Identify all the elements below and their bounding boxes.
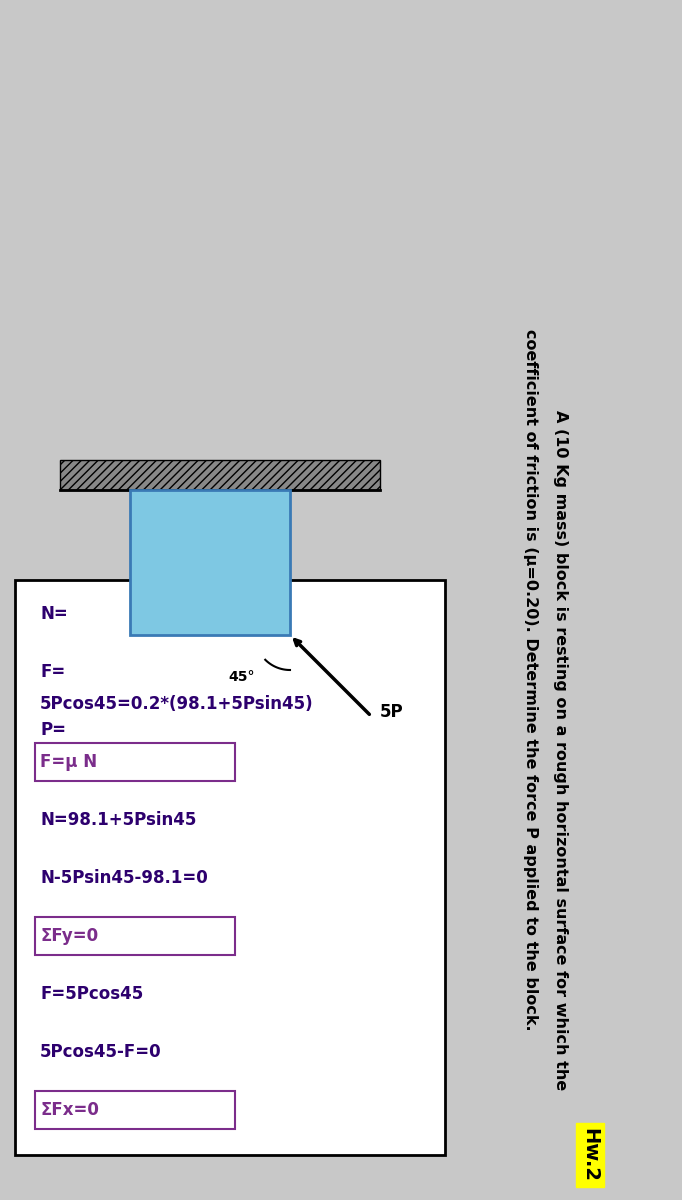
Text: coefficient of friction is (μ=0.20). Determine the force P applied to the block.: coefficient of friction is (μ=0.20). Det… — [522, 329, 537, 1031]
Text: P=: P= — [40, 721, 66, 739]
Bar — [35, 917, 235, 955]
Text: ΣFx=0: ΣFx=0 — [40, 1102, 99, 1118]
Text: N=: N= — [40, 605, 68, 623]
Text: Hw.2: Hw.2 — [580, 1128, 599, 1182]
Bar — [35, 1091, 235, 1129]
Text: 5Pcos45-F=0: 5Pcos45-F=0 — [40, 1043, 162, 1061]
Text: ΣFy=0: ΣFy=0 — [40, 926, 98, 946]
Text: F=μ N: F=μ N — [40, 754, 97, 770]
Bar — [130, 490, 290, 635]
Text: N-5Psin45-98.1=0: N-5Psin45-98.1=0 — [40, 869, 208, 887]
Text: F=: F= — [40, 662, 65, 680]
Text: A (10 Kg mass) block is resting on a rough horizontal surface for which the: A (10 Kg mass) block is resting on a rou… — [552, 410, 567, 1090]
Text: F=5Pcos45: F=5Pcos45 — [40, 985, 143, 1003]
Bar — [60, 460, 380, 490]
Bar — [15, 580, 445, 1154]
Bar — [35, 743, 235, 781]
Text: 5P: 5P — [379, 703, 403, 721]
Text: 5Pcos45=0.2*(98.1+5Psin45): 5Pcos45=0.2*(98.1+5Psin45) — [40, 695, 314, 713]
Text: N=98.1+5Psin45: N=98.1+5Psin45 — [40, 811, 196, 829]
Text: 45°: 45° — [228, 670, 255, 684]
